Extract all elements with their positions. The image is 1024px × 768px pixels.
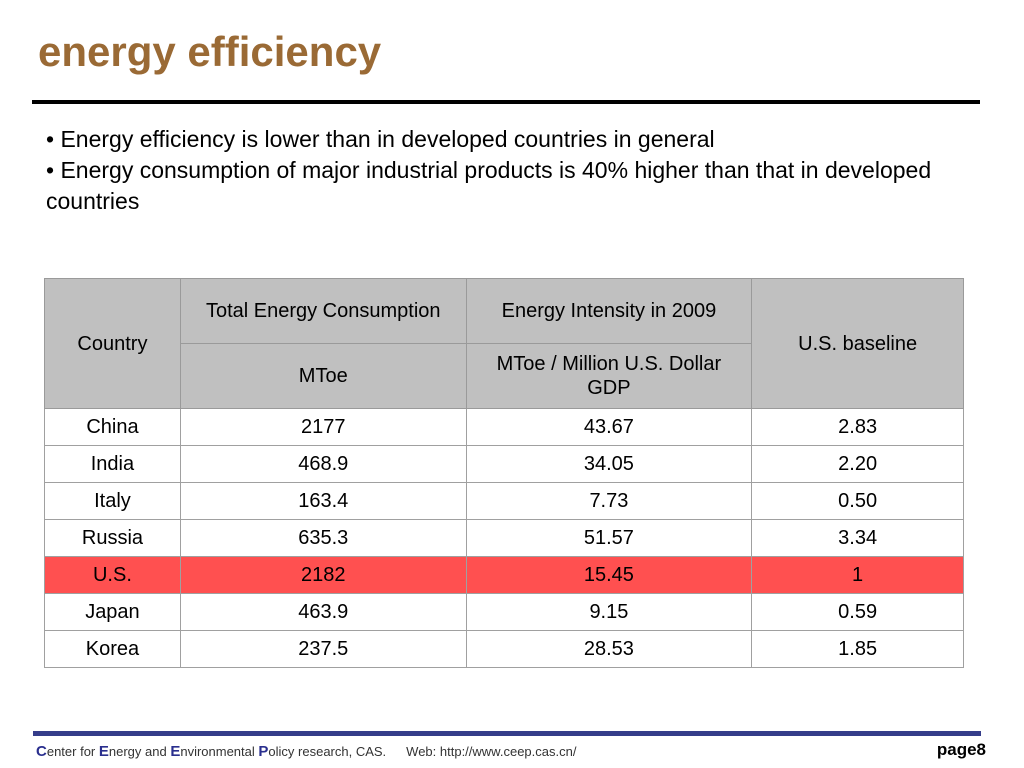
cell-baseline: 1 <box>751 556 964 594</box>
cell-intensity: 7.73 <box>465 482 753 520</box>
cell-intensity: 34.05 <box>465 445 753 483</box>
bullet-item: • Energy efficiency is lower than in dev… <box>46 126 715 152</box>
footer-initial: C <box>36 743 47 760</box>
cell-total: 163.4 <box>179 482 467 520</box>
cell-country: U.S. <box>44 556 181 594</box>
header-unit-intensity: MToe / Million U.S. Dollar GDP <box>465 343 753 409</box>
table-row: China 2177 43.67 2.83 <box>44 408 964 446</box>
table-row: Italy 163.4 7.73 0.50 <box>44 482 964 520</box>
cell-baseline: 2.83 <box>751 408 964 446</box>
page-number: page8 <box>936 740 986 759</box>
cell-intensity: 15.45 <box>465 556 753 594</box>
cell-country: India <box>44 445 181 483</box>
cell-intensity: 43.67 <box>465 408 753 446</box>
cell-intensity: 51.57 <box>465 519 753 557</box>
cell-country: Italy <box>44 482 181 520</box>
bullet-item: • Energy consumption of major industrial… <box>46 157 932 214</box>
slide-title: energy efficiency <box>38 28 382 75</box>
cell-baseline: 0.50 <box>751 482 964 520</box>
bullet-list: • Energy efficiency is lower than in dev… <box>46 124 946 217</box>
footer-web-link[interactable]: Web: http://www.ceep.cas.cn/ <box>406 744 577 759</box>
header-total-energy: Total Energy Consumption <box>179 278 467 344</box>
footer-divider <box>33 731 981 736</box>
footer-word: nergy and <box>108 744 171 759</box>
cell-total: 635.3 <box>179 519 467 557</box>
table-row: India 468.9 34.05 2.20 <box>44 445 964 483</box>
cell-total: 468.9 <box>179 445 467 483</box>
header-unit-total: MToe <box>179 343 467 409</box>
header-country: Country <box>44 278 181 409</box>
cell-country: Japan <box>44 593 181 631</box>
cell-total: 237.5 <box>179 630 467 668</box>
cell-total: 463.9 <box>179 593 467 631</box>
footer-word: olicy research, CAS. <box>268 744 387 759</box>
cell-baseline: 1.85 <box>751 630 964 668</box>
cell-total: 2177 <box>179 408 467 446</box>
table-row: Japan 463.9 9.15 0.59 <box>44 593 964 631</box>
footer-word: enter for <box>46 744 99 759</box>
cell-intensity: 28.53 <box>465 630 753 668</box>
table-row: Russia 635.3 51.57 3.34 <box>44 519 964 557</box>
cell-intensity: 9.15 <box>465 593 753 631</box>
cell-country: Russia <box>44 519 181 557</box>
footer-word: nvironmental <box>180 744 259 759</box>
cell-country: China <box>44 408 181 446</box>
title-divider <box>32 100 980 104</box>
footer-initial: E <box>170 743 181 760</box>
header-intensity: Energy Intensity in 2009 <box>465 278 753 344</box>
cell-baseline: 2.20 <box>751 445 964 483</box>
cell-total: 2182 <box>179 556 467 594</box>
footer-initial: E <box>98 743 109 760</box>
header-baseline: U.S. baseline <box>751 278 964 409</box>
cell-baseline: 3.34 <box>751 519 964 557</box>
table-row: Korea 237.5 28.53 1.85 <box>44 630 964 668</box>
table-row-highlighted: U.S. 2182 15.45 1 <box>44 556 964 594</box>
energy-table: Country Total Energy Consumption Energy … <box>44 278 964 668</box>
cell-baseline: 0.59 <box>751 593 964 631</box>
cell-country: Korea <box>44 630 181 668</box>
footer-text: Center for Energy and Environmental Poli… <box>36 743 576 760</box>
footer-initial: P <box>258 743 269 760</box>
